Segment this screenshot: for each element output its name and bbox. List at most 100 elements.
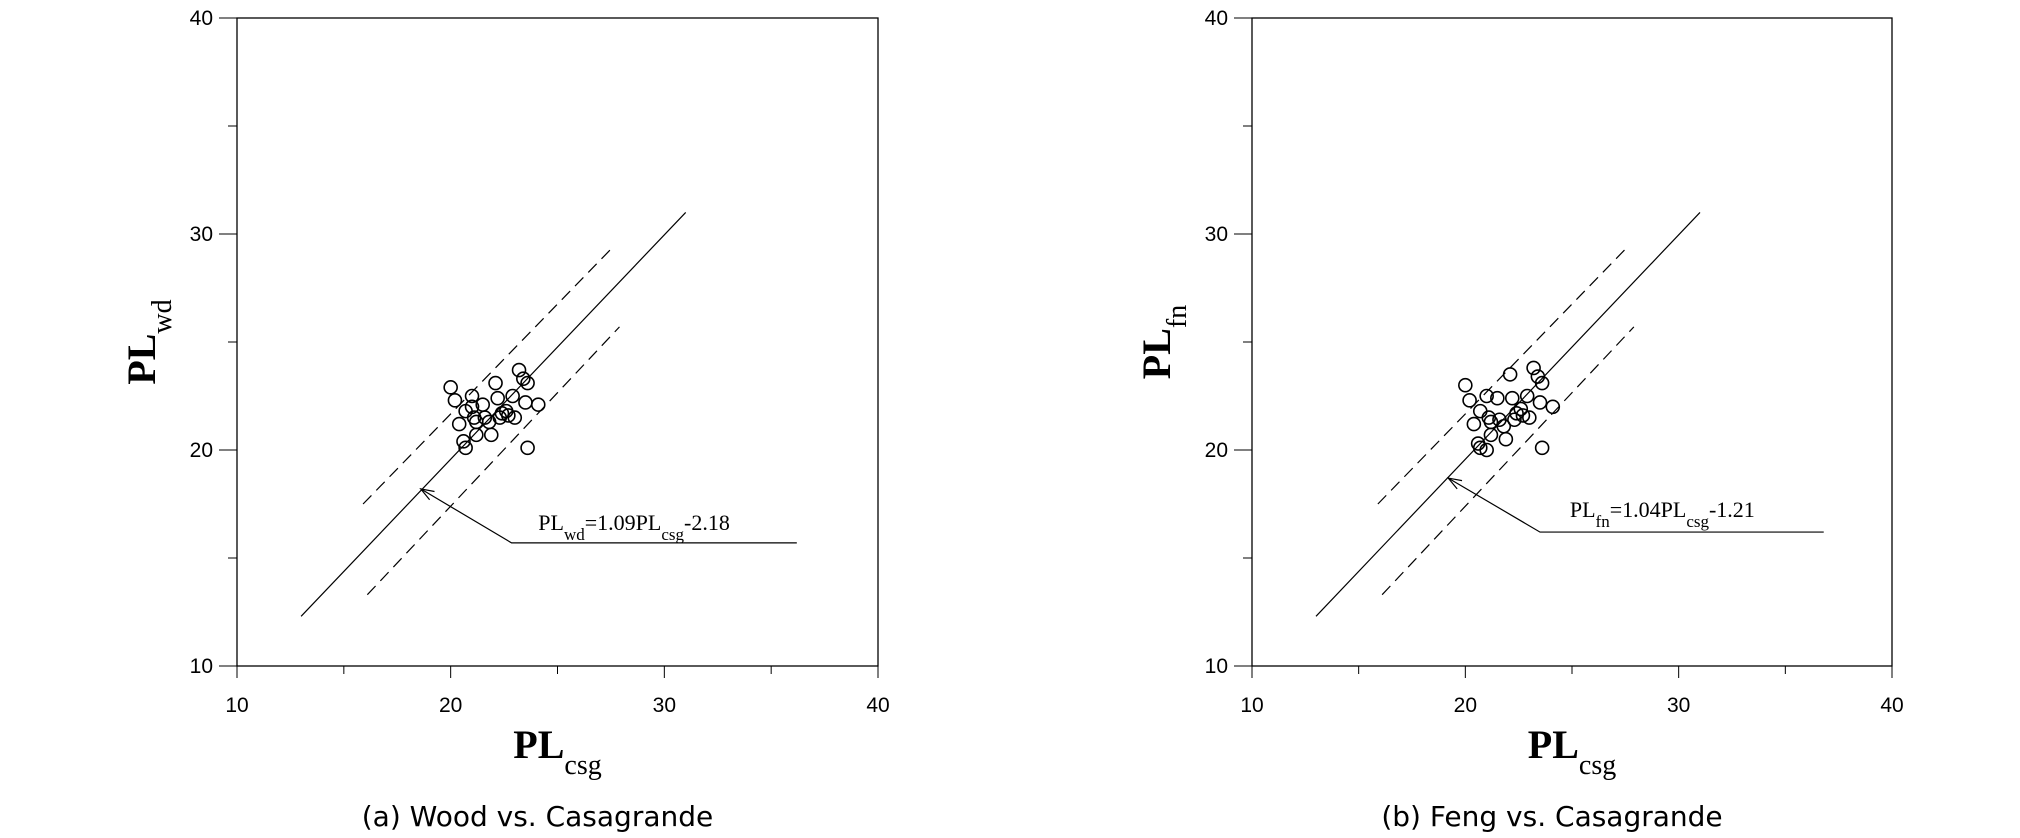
x-axis-label: PLcsg xyxy=(513,722,601,781)
data-point xyxy=(1519,388,1535,404)
y-tick-label: 40 xyxy=(190,7,213,30)
text-part: =1.09PL xyxy=(585,510,662,535)
text-part: PL xyxy=(119,334,164,385)
data-point xyxy=(456,434,471,449)
arrow-head xyxy=(419,487,435,501)
data-point xyxy=(477,410,493,425)
y-tick-label: 30 xyxy=(1205,223,1228,246)
caption: (b) Feng vs. Casagrande xyxy=(1381,800,1722,833)
y-tick-label: 40 xyxy=(1205,7,1228,30)
data-point xyxy=(1472,403,1488,419)
data-point xyxy=(1462,393,1477,408)
data-point xyxy=(1545,399,1561,415)
data-point xyxy=(488,375,503,391)
data-point xyxy=(1526,360,1541,376)
subscript: fn xyxy=(1162,305,1193,328)
panel: 10 20 30 4010203040PLcsgPLfnPLfn=1.04PLcsg-… xyxy=(1134,7,1904,833)
x-tick-label: 20 xyxy=(1454,694,1477,717)
data-point xyxy=(1534,440,1550,456)
data-point xyxy=(447,393,463,408)
subscript: wd xyxy=(147,299,178,333)
data-point xyxy=(505,388,520,404)
plot-frame xyxy=(1251,17,1893,667)
x-tick-label: 40 xyxy=(1880,694,1903,717)
equation: PLwd=1.09PLcsg-2.18 xyxy=(538,510,730,544)
text-part: PL xyxy=(1528,722,1579,767)
plot-frame xyxy=(236,17,879,667)
text-part: PL xyxy=(1134,328,1179,379)
data-point xyxy=(1532,395,1548,410)
data-point xyxy=(1498,431,1514,447)
y-axis-label: PLwd xyxy=(119,299,178,384)
data-point xyxy=(507,410,523,425)
data-point xyxy=(451,416,467,432)
data-point xyxy=(464,399,480,415)
fit-line xyxy=(1315,211,1701,617)
x-axis-label: PLcsg xyxy=(1528,722,1616,781)
data-point xyxy=(1483,414,1499,430)
text-part: =1.04PL xyxy=(1610,497,1687,522)
y-tick-label: 20 xyxy=(190,439,213,462)
text-part: PL xyxy=(513,722,564,767)
y-tick-label: 10 xyxy=(190,655,213,678)
data-point xyxy=(1513,401,1529,417)
text-part: -1.21 xyxy=(1709,497,1755,522)
y-tick-label: 10 xyxy=(1205,655,1228,678)
data-point xyxy=(1458,377,1473,393)
data-point xyxy=(469,427,484,443)
panel: 10 20 30 4010203040PLcsgPLwdPLwd=1.09PLcsg-… xyxy=(119,7,890,833)
arrow-head xyxy=(1446,477,1463,490)
data-point xyxy=(1479,442,1494,458)
data-point xyxy=(1483,427,1499,443)
x-tick-label: 30 xyxy=(1667,694,1690,717)
bound-line xyxy=(1377,246,1628,505)
x-tick-label: 30 xyxy=(653,694,676,717)
y-tick-label: 30 xyxy=(190,223,213,246)
data-point xyxy=(1507,412,1522,428)
subscript: fn xyxy=(1596,511,1611,530)
x-tick-label: 10 xyxy=(1240,694,1263,717)
x-tick-label: 40 xyxy=(866,694,889,717)
data-point xyxy=(1515,408,1531,423)
data-point xyxy=(501,408,516,423)
data-point xyxy=(520,440,535,456)
data-point xyxy=(518,395,533,410)
data-point xyxy=(1490,390,1505,406)
data-point xyxy=(1479,388,1494,404)
y-axis-label: PLfn xyxy=(1134,305,1193,379)
data-point xyxy=(1502,367,1518,382)
data-point xyxy=(1534,375,1550,391)
data-point xyxy=(1472,440,1488,456)
data-point xyxy=(464,388,480,404)
subscript: wd xyxy=(564,524,585,543)
bound-line xyxy=(1381,326,1635,596)
leader-line xyxy=(1447,477,1824,533)
caption: (a) Wood vs. Casagrande xyxy=(362,800,714,833)
data-point xyxy=(490,390,505,406)
subscript: csg xyxy=(661,524,684,543)
text-part: PL xyxy=(538,510,564,535)
x-tick-label: 10 xyxy=(225,694,248,717)
subscript: csg xyxy=(564,750,601,781)
subscript: csg xyxy=(1686,511,1709,530)
data-point xyxy=(1466,416,1482,432)
data-point xyxy=(458,440,473,456)
data-point xyxy=(520,375,535,391)
data-point xyxy=(1522,410,1537,425)
bound-line xyxy=(366,326,620,596)
text-part: PL xyxy=(1570,497,1596,522)
equation: PLfn=1.04PLcsg-1.21 xyxy=(1570,497,1755,531)
text-part: -2.18 xyxy=(684,510,730,535)
x-tick-label: 20 xyxy=(439,694,462,717)
data-point xyxy=(1509,405,1524,421)
leader-line xyxy=(420,488,797,544)
bound-line xyxy=(362,246,614,505)
data-point xyxy=(1504,390,1520,406)
data-point xyxy=(530,397,546,412)
data-point xyxy=(483,427,499,443)
y-tick-label: 20 xyxy=(1205,439,1228,462)
data-point xyxy=(516,371,531,387)
data-point xyxy=(511,362,527,378)
data-point xyxy=(443,380,458,395)
